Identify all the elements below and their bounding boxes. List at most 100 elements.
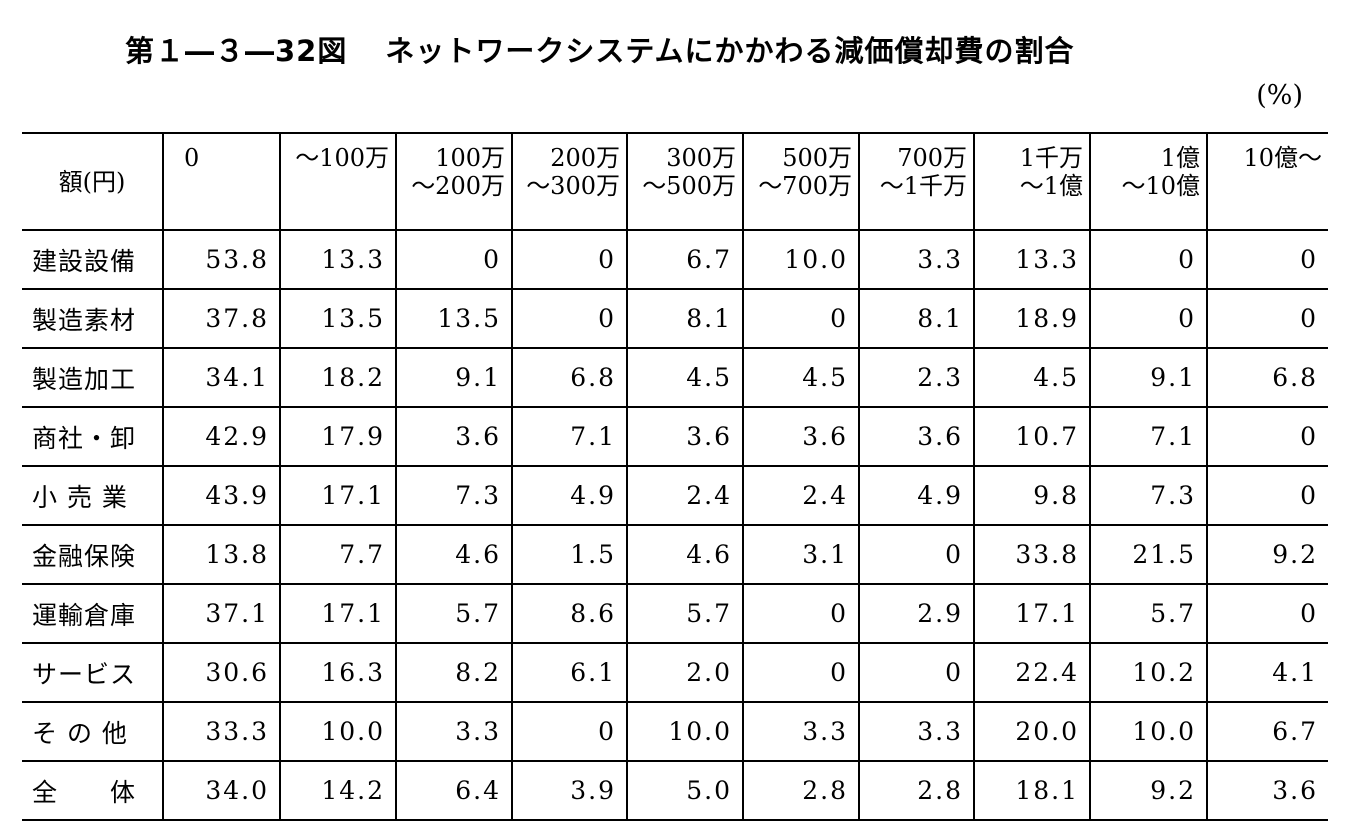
table-cell: 7.1 bbox=[511, 406, 628, 467]
table-cell: 0 bbox=[1206, 465, 1328, 526]
table-cell: 0 bbox=[858, 524, 975, 585]
table-cell: 0 bbox=[395, 229, 513, 290]
table-cell: 20.0 bbox=[973, 701, 1091, 762]
table-cell: 5.7 bbox=[1089, 583, 1208, 644]
table-cell: 21.5 bbox=[1089, 524, 1208, 585]
row-label: そ の 他 bbox=[22, 701, 164, 762]
table-cell: 3.6 bbox=[858, 406, 975, 467]
table-cell: 4.1 bbox=[1206, 642, 1328, 703]
table-cell: 7.1 bbox=[1089, 406, 1208, 467]
table-cell: 4.6 bbox=[626, 524, 744, 585]
table-cell: 0 bbox=[1089, 288, 1208, 349]
column-header: ～100万 bbox=[279, 132, 397, 231]
table-cell: 34.0 bbox=[162, 760, 281, 821]
column-header: 1千万 ～1億 bbox=[973, 132, 1091, 231]
column-header: 100万 ～200万 bbox=[395, 132, 513, 231]
table-cell: 5.7 bbox=[626, 583, 744, 644]
table-cell: 18.2 bbox=[279, 347, 397, 408]
column-header: 1億 ～10億 bbox=[1089, 132, 1208, 231]
table-cell: 10.0 bbox=[626, 701, 744, 762]
table-cell: 6.8 bbox=[511, 347, 628, 408]
header-row: 額(円) 0 ～100万 100万 ～200万 200万 ～300万 300万 … bbox=[22, 132, 1328, 231]
table-cell: 8.1 bbox=[626, 288, 744, 349]
table-cell: 16.3 bbox=[279, 642, 397, 703]
row-label: 建設設備 bbox=[22, 229, 164, 290]
table-cell: 2.8 bbox=[742, 760, 860, 821]
table-cell: 17.9 bbox=[279, 406, 397, 467]
table-cell: 8.2 bbox=[395, 642, 513, 703]
table-cell: 7.7 bbox=[279, 524, 397, 585]
table-cell: 0 bbox=[742, 288, 860, 349]
row-label: 商社・卸 bbox=[22, 406, 164, 467]
table-cell: 33.8 bbox=[973, 524, 1091, 585]
row-label: 小 売 業 bbox=[22, 465, 164, 526]
table-cell: 5.7 bbox=[395, 583, 513, 644]
column-header: 500万 ～700万 bbox=[742, 132, 860, 231]
table-row: そ の 他 33.3 10.0 3.3 0 10.0 3.3 3.3 20.0 10.0 6.7 bbox=[22, 701, 1328, 762]
table-cell: 3.6 bbox=[395, 406, 513, 467]
table-cell: 6.7 bbox=[626, 229, 744, 290]
table-cell: 2.3 bbox=[858, 347, 975, 408]
table-cell: 14.2 bbox=[279, 760, 397, 821]
table-cell: 10.2 bbox=[1089, 642, 1208, 703]
table-cell: 0 bbox=[742, 642, 860, 703]
table-cell: 3.9 bbox=[511, 760, 628, 821]
table-row: 運輸倉庫 37.1 17.1 5.7 8.6 5.7 0 2.9 17.1 5.7 0 bbox=[22, 583, 1328, 644]
table-cell: 33.3 bbox=[162, 701, 281, 762]
table-cell: 37.1 bbox=[162, 583, 281, 644]
table-cell: 10.0 bbox=[742, 229, 860, 290]
table-cell: 53.8 bbox=[162, 229, 281, 290]
table-row: 建設設備 53.8 13.3 0 0 6.7 10.0 3.3 13.3 0 0 bbox=[22, 229, 1328, 290]
table-cell: 8.6 bbox=[511, 583, 628, 644]
table-cell: 3.6 bbox=[742, 406, 860, 467]
table-row: 全 体 34.0 14.2 6.4 3.9 5.0 2.8 2.8 18.1 9.2 3.6 bbox=[22, 760, 1328, 821]
table-cell: 6.8 bbox=[1206, 347, 1328, 408]
table-cell: 6.4 bbox=[395, 760, 513, 821]
table-cell: 3.6 bbox=[626, 406, 744, 467]
table-cell: 2.4 bbox=[626, 465, 744, 526]
table-cell: 3.3 bbox=[858, 229, 975, 290]
table-cell: 42.9 bbox=[162, 406, 281, 467]
table-cell: 9.2 bbox=[1089, 760, 1208, 821]
table-row: サービス 30.6 16.3 8.2 6.1 2.0 0 0 22.4 10.2 4.1 bbox=[22, 642, 1328, 703]
unit-label: (%) bbox=[1256, 80, 1303, 111]
table-row: 商社・卸 42.9 17.9 3.6 7.1 3.6 3.6 3.6 10.7 7.1 0 bbox=[22, 406, 1328, 467]
figure-title-text: ネットワークシステムにかかわる減価償却費の割合 bbox=[385, 34, 1075, 68]
row-label: 製造素材 bbox=[22, 288, 164, 349]
table-cell: 6.7 bbox=[1206, 701, 1328, 762]
data-table: 額(円) 0 ～100万 100万 ～200万 200万 ～300万 300万 … bbox=[22, 132, 1328, 821]
table-cell: 0 bbox=[1206, 229, 1328, 290]
column-header: 300万 ～500万 bbox=[626, 132, 744, 231]
table-cell: 9.1 bbox=[1089, 347, 1208, 408]
table-cell: 18.9 bbox=[973, 288, 1091, 349]
table-cell: 4.5 bbox=[973, 347, 1091, 408]
table-row: 小 売 業 43.9 17.1 7.3 4.9 2.4 2.4 4.9 9.8 7.3 0 bbox=[22, 465, 1328, 526]
table-cell: 3.3 bbox=[395, 701, 513, 762]
table-cell: 30.6 bbox=[162, 642, 281, 703]
row-label: 製造加工 bbox=[22, 347, 164, 408]
table-cell: 3.3 bbox=[858, 701, 975, 762]
row-label: サービス bbox=[22, 642, 164, 703]
table-cell: 2.9 bbox=[858, 583, 975, 644]
table-cell: 2.0 bbox=[626, 642, 744, 703]
table-cell: 13.3 bbox=[279, 229, 397, 290]
row-label: 全 体 bbox=[22, 760, 164, 821]
table-cell: 17.1 bbox=[279, 465, 397, 526]
table-cell: 17.1 bbox=[279, 583, 397, 644]
table-cell: 37.8 bbox=[162, 288, 281, 349]
table-cell: 1.5 bbox=[511, 524, 628, 585]
table-row: 製造素材 37.8 13.5 13.5 0 8.1 0 8.1 18.9 0 0 bbox=[22, 288, 1328, 349]
row-label: 金融保険 bbox=[22, 524, 164, 585]
table-cell: 34.1 bbox=[162, 347, 281, 408]
table-cell: 0 bbox=[511, 229, 628, 290]
table-cell: 3.6 bbox=[1206, 760, 1328, 821]
table-cell: 6.1 bbox=[511, 642, 628, 703]
table-cell: 4.5 bbox=[742, 347, 860, 408]
corner-header: 額(円) bbox=[22, 132, 164, 231]
table-cell: 7.3 bbox=[395, 465, 513, 526]
table-cell: 2.4 bbox=[742, 465, 860, 526]
table-cell: 0 bbox=[1206, 288, 1328, 349]
table-cell: 0 bbox=[1206, 583, 1328, 644]
table-row: 金融保険 13.8 7.7 4.6 1.5 4.6 3.1 0 33.8 21.5 9.2 bbox=[22, 524, 1328, 585]
table-cell: 13.5 bbox=[279, 288, 397, 349]
